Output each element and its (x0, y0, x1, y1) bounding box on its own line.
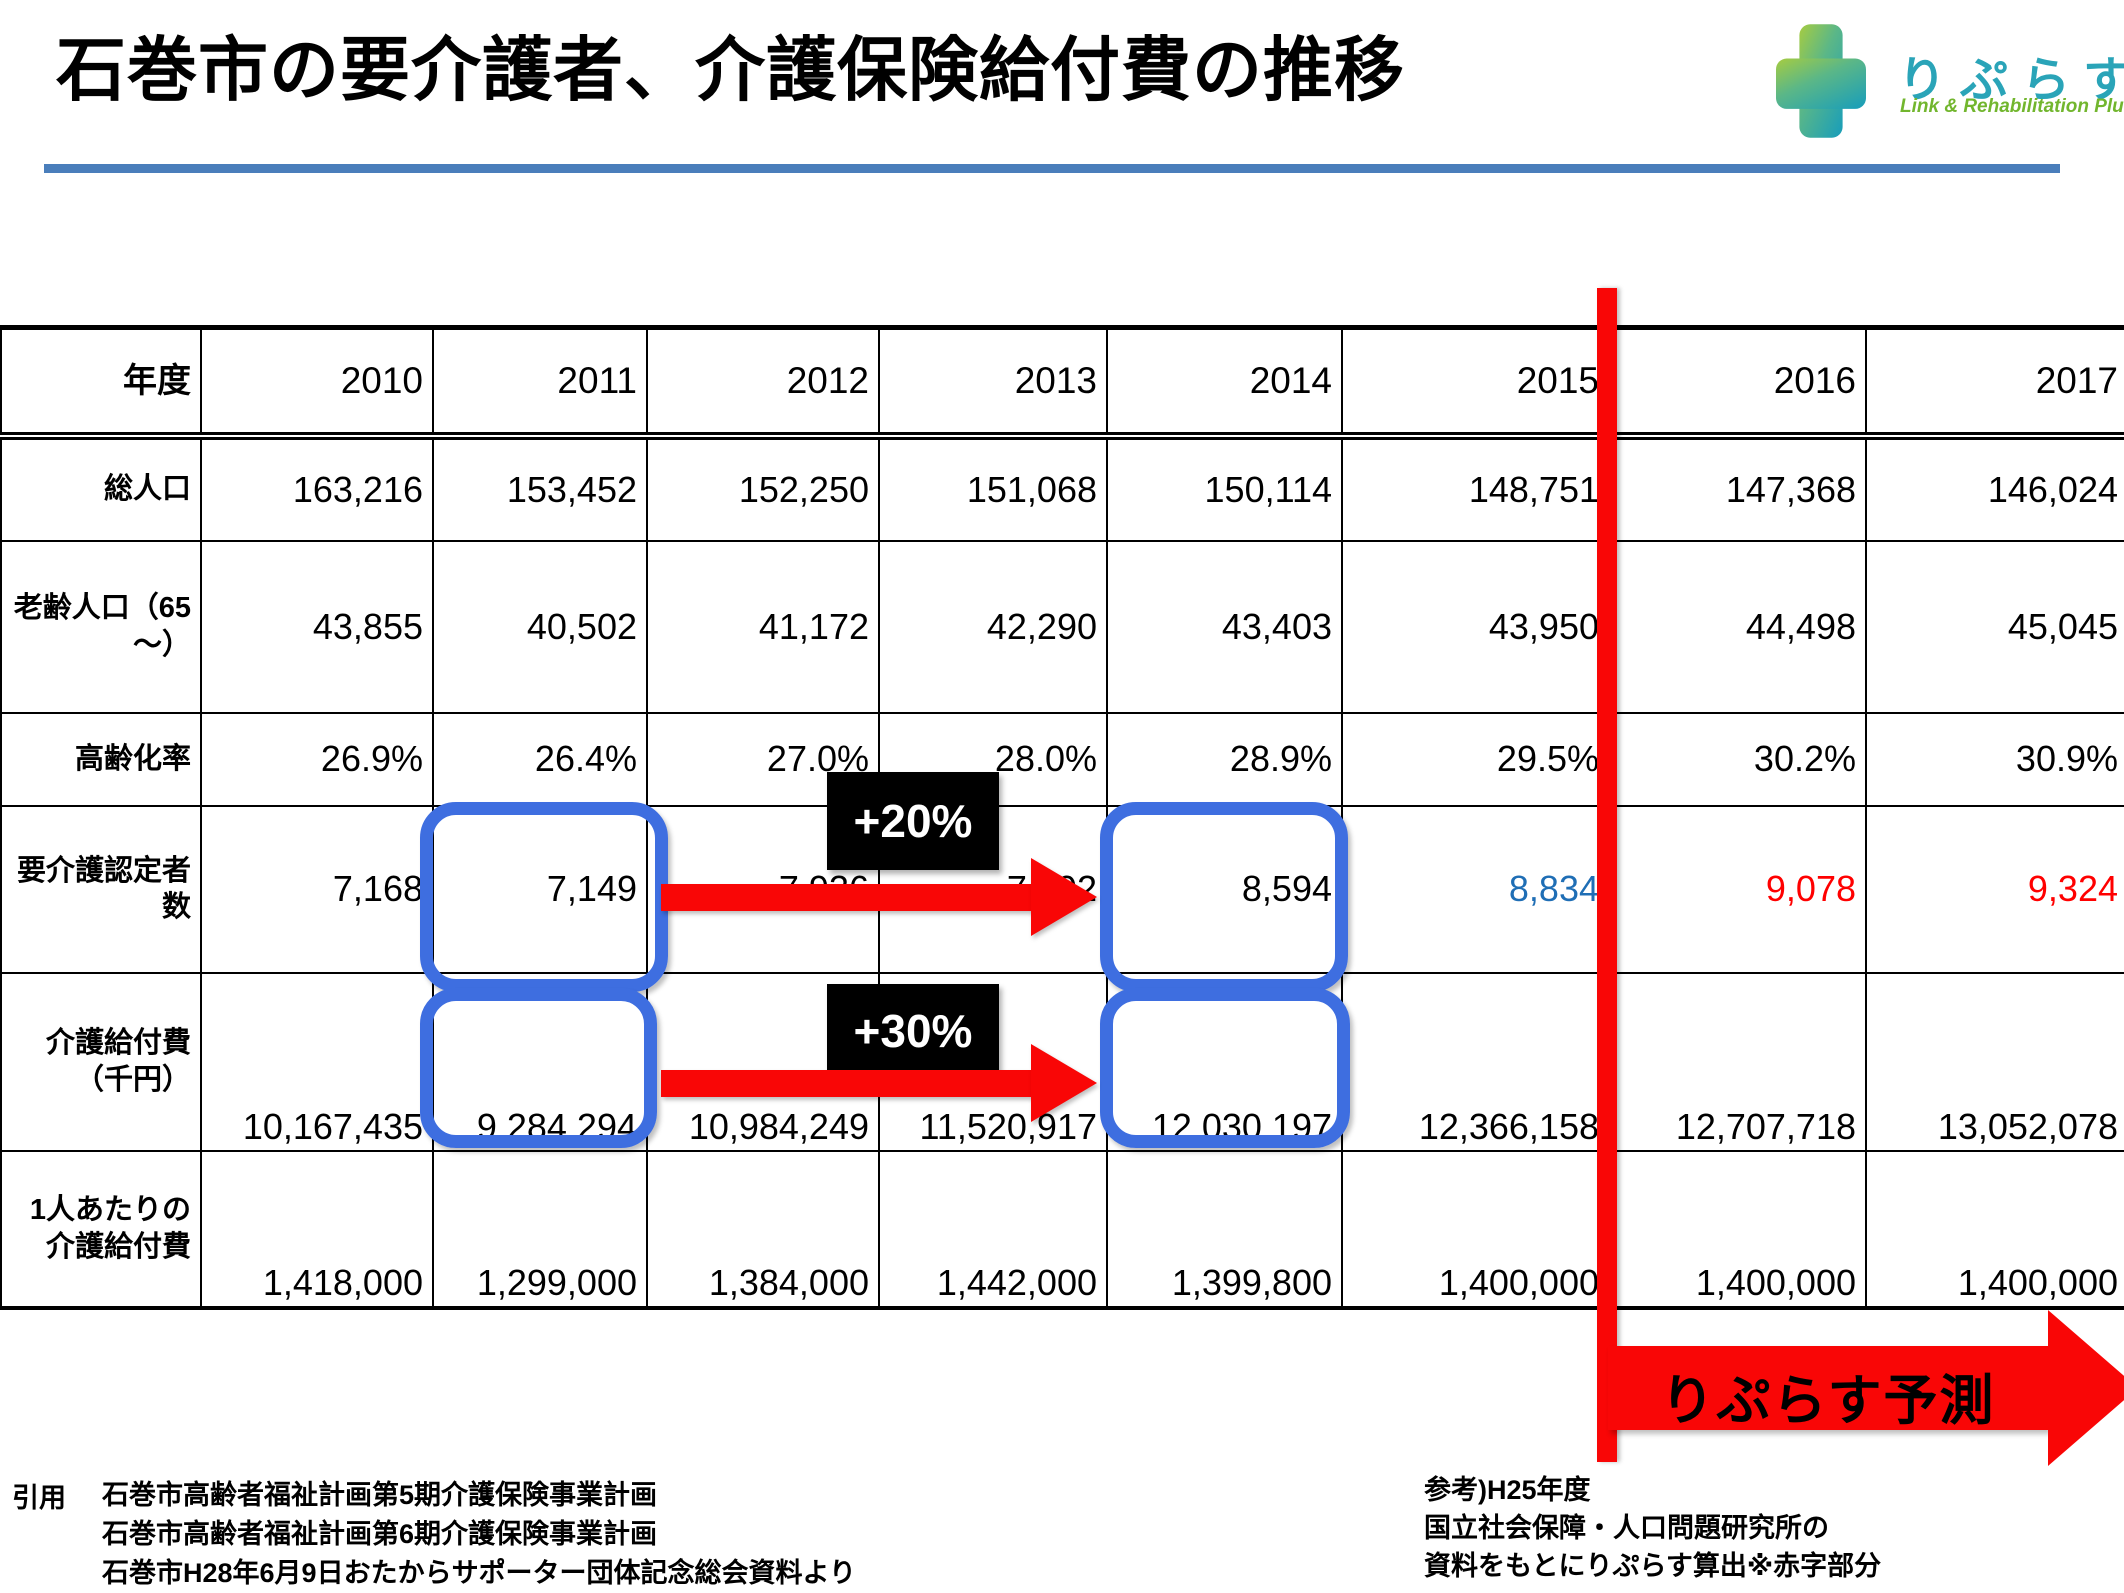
table-cell-projection: 9,078 (1608, 804, 1867, 974)
citation-line: 石巻市高齢者福祉計画第6期介護保険事業計画 (102, 1519, 658, 1549)
table-row-certified-care-recipients: 要介護認定者 数 7,168 7,149 7,936 7,992 8,594 8… (0, 804, 2124, 974)
increase-arrow-recipients-head (1031, 858, 1097, 936)
table-cell: 30.9% (1865, 711, 2124, 807)
table-cell: 30.2% (1608, 711, 1867, 807)
reference-line: 資料をもとにりぷらす算出※赤字部分 (1424, 1551, 1882, 1581)
table-cell: 42,290 (878, 539, 1108, 714)
year-column-header: 2017 (1865, 326, 2124, 440)
watercolor-cross-icon (1776, 24, 1866, 138)
table-cell: 43,950 (1341, 539, 1610, 714)
table-cell: 7,168 (200, 804, 434, 974)
table-cell: 29.5% (1341, 711, 1610, 807)
highlight-box-2014-benefit-cost (1100, 988, 1350, 1148)
table-cell: 146,024 (1865, 434, 2124, 542)
table-cell: 1,399,800 (1106, 1149, 1343, 1309)
table-cell: 150,114 (1106, 434, 1343, 542)
table-cell: 1,418,000 (200, 1149, 434, 1309)
table-cell-projection: 8,834 (1341, 804, 1610, 974)
highlight-box-2011-benefit-cost (420, 988, 657, 1148)
row-label: 1人あたりの 介護給付費 (0, 1149, 202, 1309)
table-cell: 1,400,000 (1608, 1149, 1867, 1309)
year-column-header: 2010 (200, 326, 434, 440)
increase-arrow-benefit-cost-head (1031, 1044, 1097, 1122)
citation-line: 石巻市H28年6月9日おたからサポーター団体記念総会資料より (102, 1558, 857, 1588)
forecast-arrow (1608, 1346, 2048, 1430)
year-column-header: 2012 (646, 326, 880, 440)
table-cell: 151,068 (878, 434, 1108, 542)
table-cell: 1,384,000 (646, 1149, 880, 1309)
row-label: 総人口 (0, 434, 202, 542)
citation-line: 石巻市高齢者福祉計画第5期介護保険事業計画 (102, 1480, 658, 1510)
header-year-label: 年度 (0, 326, 202, 440)
page-title: 石巻市の要介護者、介護保険給付費の推移 (56, 31, 1405, 109)
table-row-cost-per-person: 1人あたりの 介護給付費 1,418,000 1,299,000 1,384,0… (0, 1149, 2124, 1309)
citation-lines: 石巻市高齢者福祉計画第5期介護保険事業計画 石巻市高齢者福祉計画第6期介護保険事… (102, 1476, 856, 1593)
logo-subtitle: Link & Rehabilitation Plus (1900, 96, 2124, 117)
citation-block: 引用 石巻市高齢者福祉計画第5期介護保険事業計画 石巻市高齢者福祉計画第6期介護… (12, 1476, 856, 1593)
forecast-boundary-line (1597, 288, 1617, 1462)
year-column-header: 2011 (432, 326, 648, 440)
title-underline (44, 164, 2060, 173)
table-cell: 1,442,000 (878, 1149, 1108, 1309)
highlight-box-2011-recipients (420, 802, 668, 992)
data-table: 年度 2010 2011 2012 2013 2014 2015 2016 20… (0, 325, 2124, 1310)
table-cell: 152,250 (646, 434, 880, 542)
table-cell: 7,149 (432, 804, 648, 974)
increase-arrow-benefit-cost (661, 1070, 1033, 1097)
table-cell: 44,498 (1608, 539, 1867, 714)
data-table-container: 年度 2010 2011 2012 2013 2014 2015 2016 20… (0, 325, 2124, 1310)
table-cell: 26.9% (200, 711, 434, 807)
row-label: 高齢化率 (0, 711, 202, 807)
reference-line: 国立社会保障・人口問題研究所の (1424, 1513, 1829, 1543)
table-cell: 28.9% (1106, 711, 1343, 807)
table-row-elderly-population: 老齢人口（65 ～） 43,855 40,502 41,172 42,290 4… (0, 539, 2124, 714)
table-cell: 163,216 (200, 434, 434, 542)
year-column-header: 2014 (1106, 326, 1343, 440)
highlight-box-2014-recipients (1100, 802, 1348, 992)
table-cell: 41,172 (646, 539, 880, 714)
increase-arrow-recipients (661, 884, 1033, 911)
table-cell-projection: 9,324 (1865, 804, 2124, 974)
table-cell: 12,366,158 (1341, 971, 1610, 1152)
table-header-row: 年度 2010 2011 2012 2013 2014 2015 2016 20… (0, 326, 2124, 440)
plus30-percent-callout: +30% (827, 984, 999, 1079)
table-cell: 45,045 (1865, 539, 2124, 714)
table-cell: 147,368 (1608, 434, 1867, 542)
table-cell: 26.4% (432, 711, 648, 807)
reference-line: 参考)H25年度 (1424, 1475, 1591, 1505)
table-cell: 12,707,718 (1608, 971, 1867, 1152)
logo-name: りぷらす (1898, 54, 2124, 107)
forecast-label: りぷらす予測 (1660, 1371, 1996, 1431)
plus20-percent-callout: +20% (827, 772, 999, 870)
table-cell: 1,400,000 (1865, 1149, 2124, 1309)
table-cell: 10,167,435 (200, 971, 434, 1152)
replus-logo: りぷらす Link & Rehabilitation Plus (1776, 14, 2124, 144)
table-row-total-population: 総人口 163,216 153,452 152,250 151,068 150,… (0, 434, 2124, 542)
table-cell: 153,452 (432, 434, 648, 542)
year-column-header: 2013 (878, 326, 1108, 440)
reference-block: 参考)H25年度 国立社会保障・人口問題研究所の 資料をもとにりぷらす算出※赤字… (1424, 1471, 1881, 1585)
table-cell: 40,502 (432, 539, 648, 714)
row-label: 介護給付費 （千円） (0, 971, 202, 1152)
table-cell: 1,400,000 (1341, 1149, 1610, 1309)
table-cell: 1,299,000 (432, 1149, 648, 1309)
table-cell: 148,751 (1341, 434, 1610, 542)
row-label: 要介護認定者 数 (0, 804, 202, 974)
year-column-header: 2015 (1341, 326, 1610, 440)
forecast-arrow-head (2048, 1310, 2124, 1466)
table-row-aging-rate: 高齢化率 26.9% 26.4% 27.0% 28.0% 28.9% 29.5%… (0, 711, 2124, 807)
citation-label: 引用 (12, 1483, 66, 1513)
year-column-header: 2016 (1608, 326, 1867, 440)
row-label: 老齢人口（65 ～） (0, 539, 202, 714)
table-cell: 43,855 (200, 539, 434, 714)
table-cell: 13,052,078 (1865, 971, 2124, 1152)
table-cell: 43,403 (1106, 539, 1343, 714)
